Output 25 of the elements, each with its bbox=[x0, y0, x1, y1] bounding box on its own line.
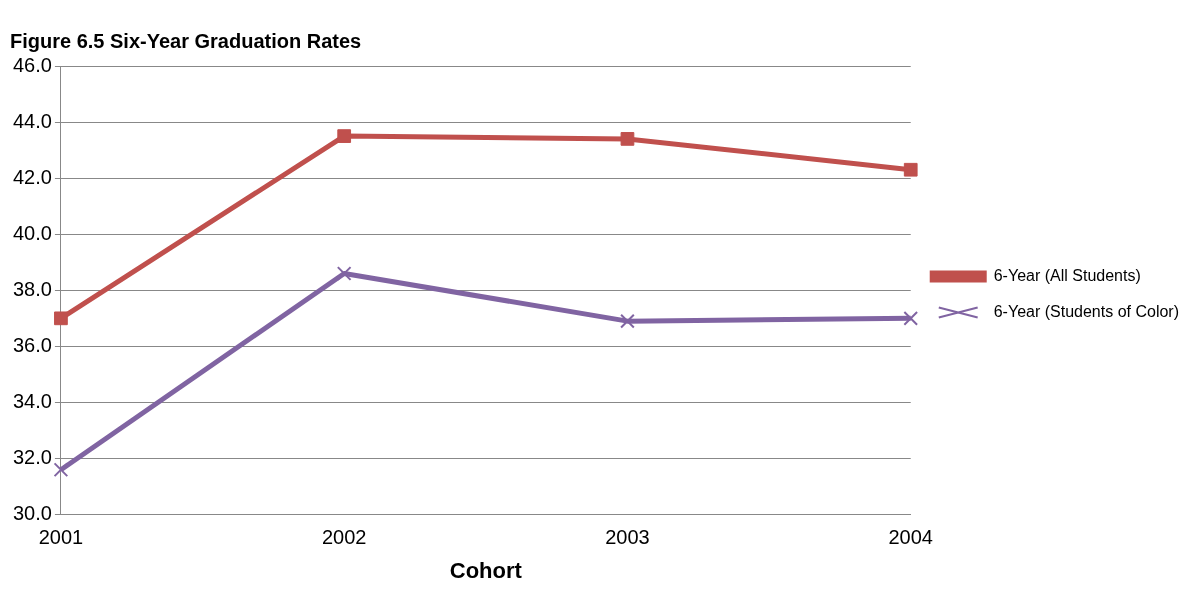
chart-title: Figure 6.5 Six-Year Graduation Rates bbox=[10, 29, 362, 52]
point bbox=[620, 313, 635, 329]
x-tick-label: 2002 bbox=[321, 526, 367, 549]
y-tick-label: 30.0 bbox=[12, 502, 52, 525]
legend-label: 6-Year (All Students) bbox=[993, 266, 1141, 284]
point bbox=[903, 162, 918, 177]
y-tick-label: 34.0 bbox=[12, 389, 52, 412]
y-tick-label: 40.0 bbox=[12, 221, 52, 244]
y-tick-label: 46.0 bbox=[12, 53, 52, 76]
point bbox=[620, 132, 635, 146]
y-tick-label: 38.0 bbox=[12, 277, 52, 300]
x-axis-title: Cohort bbox=[449, 557, 523, 583]
legend-label: 6-Year (Students of Color) bbox=[993, 302, 1179, 320]
point bbox=[54, 311, 68, 326]
point bbox=[903, 310, 919, 326]
point bbox=[336, 266, 352, 281]
x-tick-label: 2003 bbox=[605, 526, 650, 549]
x-tick-label: 2001 bbox=[38, 526, 84, 549]
y-tick-label: 32.0 bbox=[12, 446, 52, 469]
y-tick-label: 44.0 bbox=[12, 109, 52, 132]
point bbox=[337, 129, 352, 143]
y-tick-label: 42.0 bbox=[12, 165, 52, 188]
x-tick-label: 2004 bbox=[888, 526, 933, 549]
point bbox=[53, 462, 69, 478]
y-tick-label: 36.0 bbox=[12, 333, 52, 356]
